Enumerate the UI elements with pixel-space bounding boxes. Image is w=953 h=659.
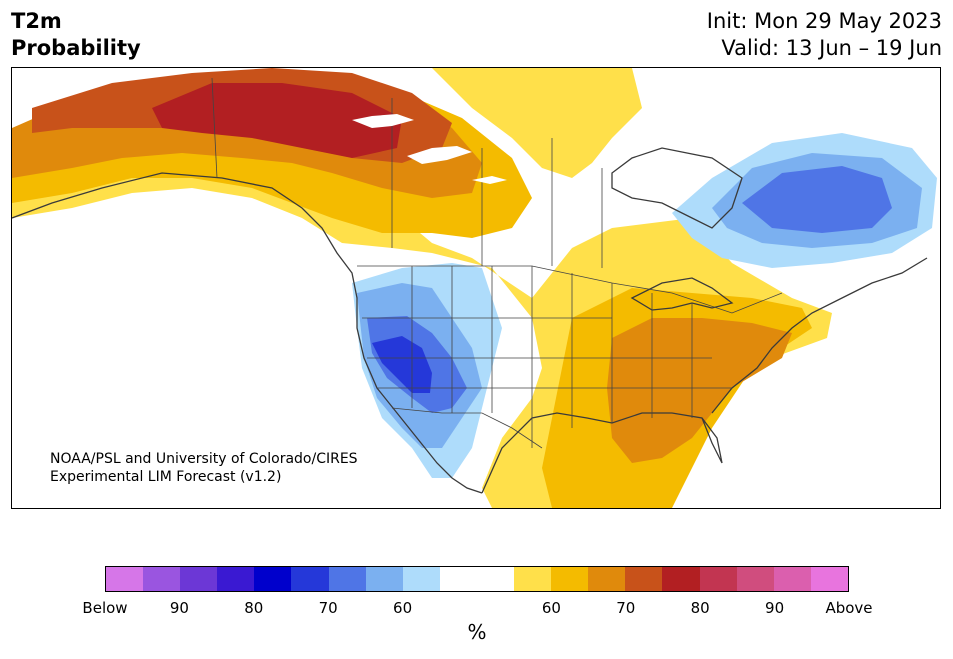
colorbar-tick-label: 70 — [616, 599, 636, 617]
great-lakes — [630, 277, 734, 311]
probability-map: NOAA/PSL and University of Colorado/CIRE… — [11, 67, 941, 509]
colorbar-tick-label: 70 — [318, 599, 338, 617]
colorbar-swatch — [217, 567, 255, 591]
political-borders — [211, 77, 783, 449]
us-canada-border — [357, 265, 783, 314]
colorbar-tick-label: 90 — [765, 599, 785, 617]
map-canvas — [12, 68, 937, 508]
colorbar-tick-label: 90 — [169, 599, 189, 617]
colorbar-tick-label: 80 — [244, 599, 264, 617]
colorbar-tick-label: 80 — [690, 599, 710, 617]
pacific-coastline — [12, 172, 483, 494]
colorbar-tick-label: Above — [825, 599, 873, 617]
forecast-credit: NOAA/PSL and University of Colorado/CIRE… — [50, 450, 358, 486]
great-slave-lake — [407, 146, 472, 164]
colorbar-swatch — [365, 567, 403, 591]
chart-title: T2m Probability — [11, 8, 141, 62]
warm-80-core — [152, 83, 402, 158]
colorbar-swatch — [662, 567, 700, 591]
credit-line2: Experimental LIM Forecast (v1.2) — [50, 469, 282, 485]
colorbar-swatch — [514, 567, 552, 591]
us-states — [362, 266, 732, 448]
colorbar-swatch — [699, 567, 737, 591]
forecast-dates: Init: Mon 29 May 2023 Valid: 13 Jun – 19… — [707, 8, 942, 62]
colorbar-tick-label: 60 — [541, 599, 561, 617]
colorbar-swatch — [625, 567, 663, 591]
title-quantity: Probability — [11, 36, 141, 60]
colorbar-swatch — [254, 567, 292, 591]
colorbar-swatch — [402, 567, 440, 591]
us-mexico-border — [391, 407, 543, 449]
probability-colorbar — [105, 566, 849, 592]
lake-athabasca — [472, 176, 507, 184]
colorbar-swatch — [439, 567, 477, 591]
valid-dates: Valid: 13 Jun – 19 Jun — [721, 36, 942, 60]
init-date: Init: Mon 29 May 2023 — [706, 9, 942, 33]
colorbar-swatch — [143, 567, 181, 591]
colorbar-swatch — [551, 567, 589, 591]
cool-80-west — [372, 336, 432, 393]
colorbar-swatch — [106, 567, 144, 591]
colorbar-tick-label: Below — [82, 599, 128, 617]
colorbar-swatch — [291, 567, 329, 591]
colorbar-swatch — [810, 567, 848, 591]
colorbar-unit: % — [467, 620, 487, 644]
colorbar-swatch — [773, 567, 811, 591]
cool-70-east — [742, 166, 892, 233]
colorbar-swatch — [736, 567, 774, 591]
title-variable: T2m — [11, 9, 62, 33]
colorbar-swatch — [476, 567, 515, 591]
great-bear-lake — [352, 114, 414, 128]
lakes — [352, 114, 507, 184]
credit-line1: NOAA/PSL and University of Colorado/CIRE… — [50, 451, 358, 467]
hudson-bay-coast — [611, 147, 743, 229]
canada-provinces — [391, 98, 603, 268]
alaska-border — [211, 77, 218, 179]
colorbar-swatch — [588, 567, 626, 591]
warm-60-north — [432, 68, 642, 178]
colorbar-tick-label: 60 — [393, 599, 413, 617]
below-normal-shading — [352, 133, 937, 478]
colorbar-swatch — [328, 567, 366, 591]
atlantic-coastline — [711, 257, 928, 414]
colorbar-swatch — [180, 567, 218, 591]
warm-70-southeast — [607, 318, 792, 463]
